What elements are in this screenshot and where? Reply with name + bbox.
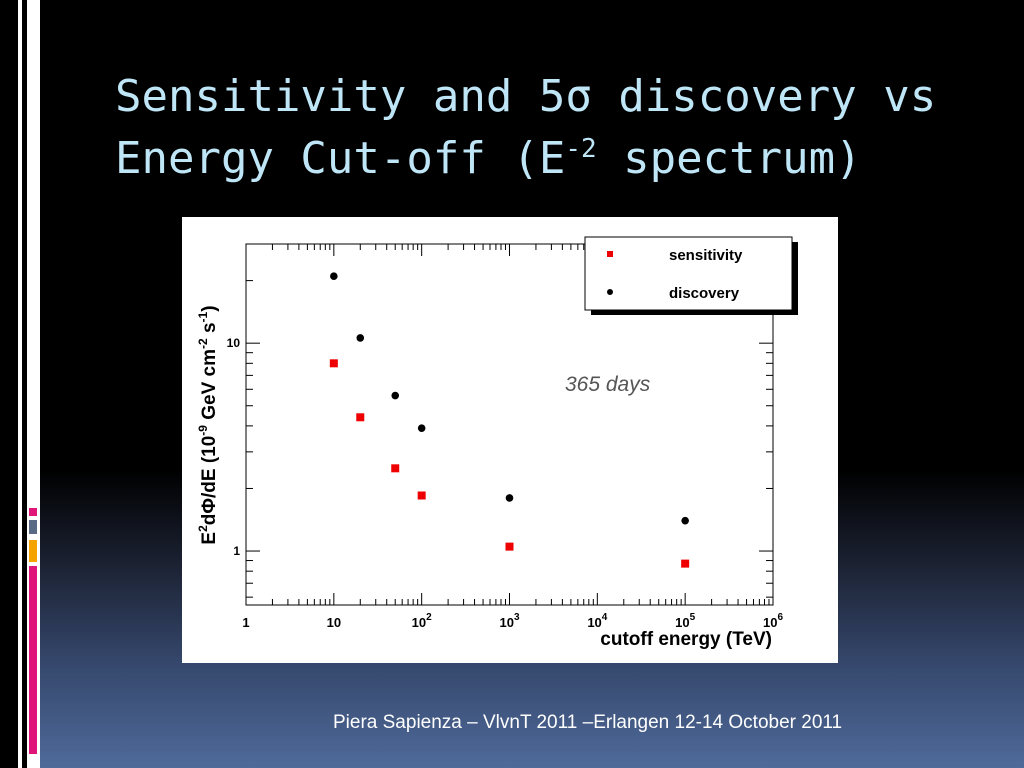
x-tick-label: 103: [499, 612, 519, 630]
data-point-discovery: [417, 424, 426, 432]
sensitivity-chart: 1 10 102 103 104 105 106 1 10 cutoff energy (Te…: [196, 236, 798, 650]
y-axis-title: E2dΦ/dE (10-9 GeV cm-2 s-1): [196, 305, 220, 544]
data-point-sensitivity: [417, 491, 426, 500]
plot-panel: 1 10 102 103 104 105 106 1 10 cutoff energy (Te…: [182, 217, 838, 663]
x-tick-label: 102: [412, 612, 432, 630]
x-tick-label: 105: [675, 612, 695, 630]
data-point-discovery: [681, 516, 689, 525]
title-line-2: Energy Cut-off (E-2 spectrum): [115, 133, 862, 184]
data-point-discovery: [505, 494, 514, 502]
legend-marker-discovery: [607, 289, 613, 295]
data-point-sensitivity: [356, 413, 365, 422]
slide-title: Sensitivity and 5σ discovery vs Energy C…: [115, 66, 995, 190]
data-point-discovery: [330, 272, 338, 280]
data-point-sensitivity: [505, 542, 514, 551]
title-superscript: -2: [565, 134, 597, 164]
title-line-2-end: spectrum): [596, 133, 862, 184]
accent-bar-pink-2: [29, 566, 37, 754]
title-line-1: Sensitivity and 5σ discovery vs: [115, 71, 937, 122]
title-line-2-start: Energy Cut-off (E: [115, 133, 566, 184]
data-point-sensitivity: [681, 559, 690, 568]
data-point-sensitivity: [391, 464, 400, 473]
accent-bar-orange: [29, 540, 37, 562]
legend: sensitivity discovery: [584, 236, 798, 315]
data-point-sensitivity: [329, 359, 338, 368]
legend-marker-sensitivity: [607, 251, 613, 257]
accent-bar-slate: [29, 520, 37, 534]
x-tick-label: 104: [587, 612, 607, 630]
y-tick-label: 1: [233, 544, 240, 558]
x-tick-label: 10: [327, 615, 341, 630]
legend-label-sensitivity: sensitivity: [669, 247, 743, 264]
x-axis-title: cutoff energy (TeV): [600, 629, 772, 650]
accent-bar-pink-1: [29, 508, 37, 516]
legend-label-discovery: discovery: [669, 285, 740, 302]
data-point-discovery: [391, 391, 400, 400]
x-tick-label: 106: [763, 612, 783, 630]
annotation-365-days: 365 days: [565, 373, 651, 396]
left-decor-strip: [0, 0, 40, 768]
slide-footer: Piera Sapienza – VlvnT 2011 –Erlangen 12…: [333, 712, 843, 733]
data-point-discovery: [356, 334, 365, 342]
x-tick-label: 1: [242, 615, 249, 630]
y-tick-label: 10: [227, 336, 241, 350]
